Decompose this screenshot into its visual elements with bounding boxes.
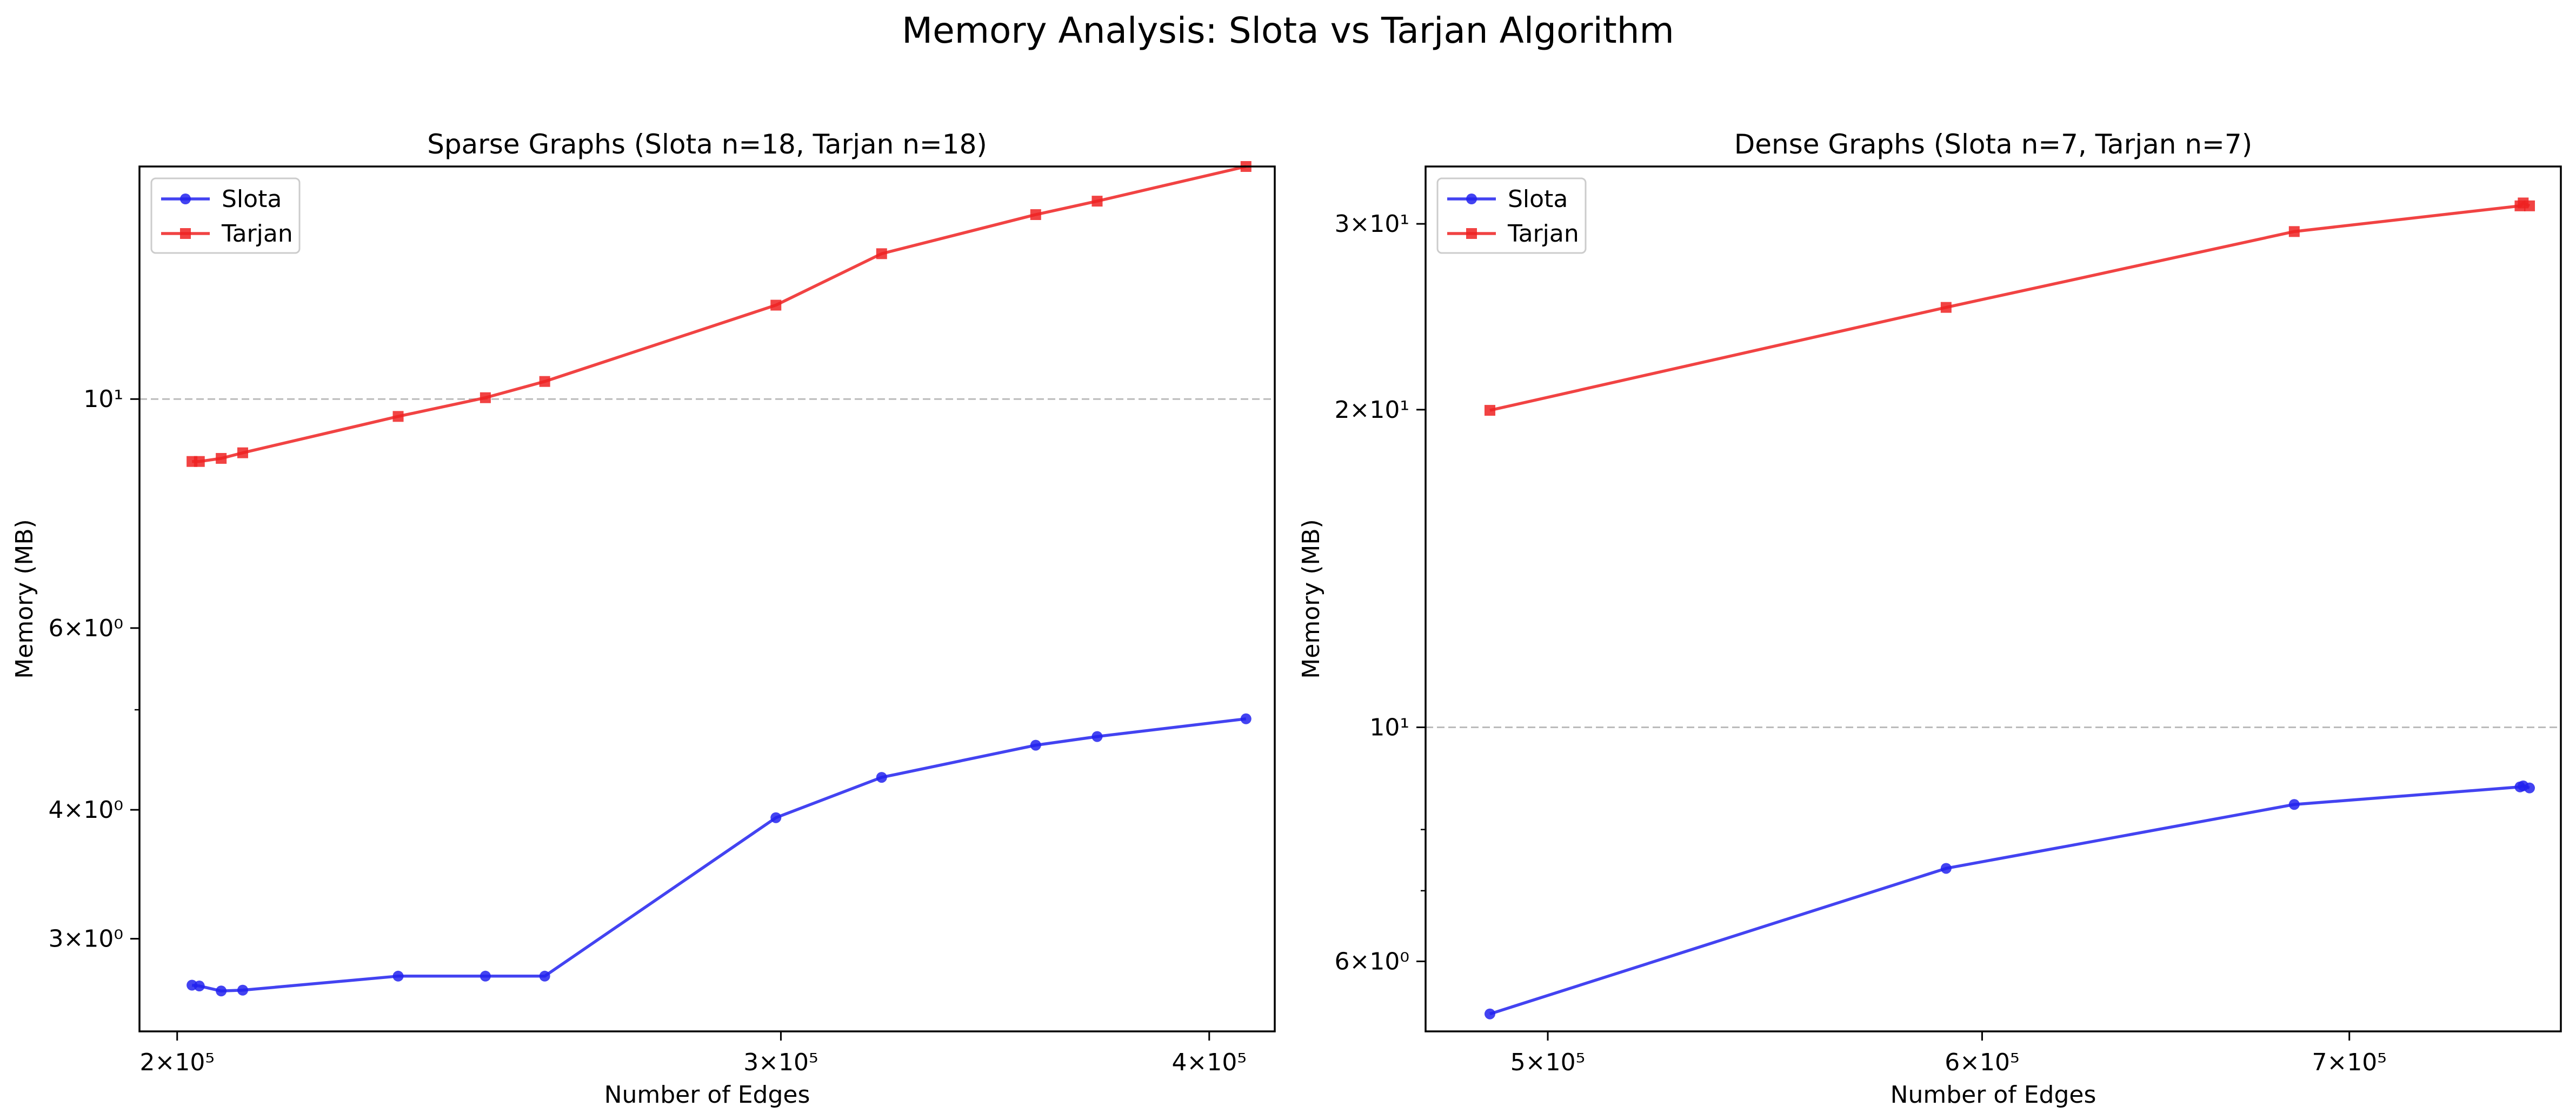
x-tick-label: 2×10⁵	[139, 1049, 215, 1076]
legend-label-slota: Slota	[1508, 185, 1568, 213]
data-point-tarjan	[392, 411, 404, 422]
legend-label-tarjan: Tarjan	[1507, 220, 1579, 248]
data-point-slota	[1030, 739, 1041, 751]
x-tick-label: 3×10⁵	[743, 1049, 818, 1076]
x-tick-label: 4×10⁵	[1172, 1049, 1247, 1076]
subplot-title: Dense Graphs (Slota n=7, Tarjan n=7)	[1734, 129, 2253, 160]
data-point-slota	[1940, 863, 1952, 874]
data-point-slota	[194, 981, 205, 992]
x-axis-label: Number of Edges	[1891, 1081, 2096, 1109]
legend-marker-tarjan	[1466, 228, 1477, 239]
data-point-tarjan	[194, 456, 205, 467]
data-point-slota	[2288, 799, 2300, 810]
series-line-tarjan	[192, 165, 1247, 463]
data-point-tarjan	[2524, 200, 2535, 211]
legend-label-slota: Slota	[222, 185, 282, 213]
plot-frame	[1425, 165, 2562, 1032]
y-tick-label: 6×10⁰	[1335, 948, 1410, 975]
data-point-tarjan	[1091, 196, 1103, 207]
y-tick-label: 6×10⁰	[49, 615, 124, 642]
x-tick-label: 5×10⁵	[1510, 1049, 1586, 1076]
x-axis-label: Number of Edges	[604, 1081, 810, 1109]
legend-marker-slota	[180, 194, 191, 204]
legend-marker-slota	[1466, 194, 1477, 204]
series-line-slota	[1489, 784, 2530, 1016]
data-point-slota	[216, 985, 227, 997]
chart-panel-1: Sparse Graphs (Slota n=18, Tarjan n=18) 2…	[11, 129, 1276, 1109]
data-point-slota	[1240, 713, 1252, 724]
legend: Slota Tarjan	[1436, 177, 1587, 254]
legend-label-tarjan: Tarjan	[221, 220, 293, 248]
data-point-slota	[237, 984, 248, 996]
data-point-slota	[392, 970, 404, 982]
y-tick-label: 4×10⁰	[49, 796, 124, 824]
legend: Slota Tarjan	[150, 177, 301, 254]
data-point-tarjan	[539, 376, 550, 387]
series-line-slota	[191, 717, 1247, 993]
data-point-tarjan	[237, 447, 248, 458]
x-tick-label: 7×10⁵	[2312, 1049, 2387, 1076]
data-point-tarjan	[2288, 226, 2300, 237]
data-point-slota	[1484, 1008, 1495, 1019]
data-point-slota	[539, 970, 550, 982]
chart-panel-2: Dense Graphs (Slota n=7, Tarjan n=7) 5×10…	[1297, 129, 2562, 1109]
data-point-slota	[2524, 782, 2535, 794]
data-point-tarjan	[216, 453, 227, 464]
legend-marker-tarjan	[180, 228, 191, 239]
y-tick-label: 3×10⁰	[49, 925, 124, 953]
data-point-tarjan	[770, 299, 782, 311]
data-point-tarjan	[1940, 302, 1952, 313]
y-tick-label: 10¹	[83, 385, 123, 413]
data-point-slota	[876, 772, 887, 783]
y-tick-label: 2×10¹	[1335, 396, 1410, 424]
y-tick-label: 10¹	[1369, 714, 1409, 741]
data-point-tarjan	[1030, 209, 1041, 221]
data-point-tarjan	[480, 392, 491, 403]
plot-frame	[138, 165, 1276, 1032]
y-axis-label: Memory (MB)	[11, 519, 38, 678]
data-point-slota	[770, 812, 782, 823]
x-tick-label: 6×10⁵	[1945, 1049, 2020, 1076]
data-point-slota	[480, 970, 491, 982]
figure-title: Memory Analysis: Slota vs Tarjan Algorit…	[902, 10, 1674, 51]
subplot-title: Sparse Graphs (Slota n=18, Tarjan n=18)	[427, 129, 987, 160]
y-axis-label: Memory (MB)	[1297, 519, 1325, 678]
y-tick-label: 3×10¹	[1335, 210, 1410, 238]
data-point-slota	[1091, 731, 1103, 742]
series-line-tarjan	[1489, 201, 2531, 412]
data-point-tarjan	[876, 248, 887, 259]
data-point-tarjan	[1484, 405, 1495, 416]
